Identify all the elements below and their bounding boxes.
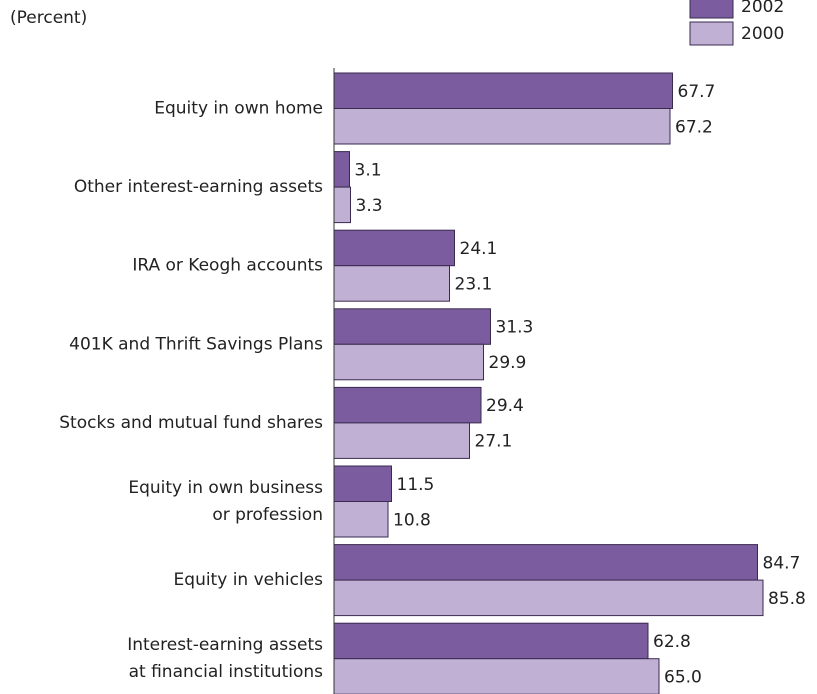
bar [333,265,450,302]
value-label: 31.3 [496,318,534,338]
bar [333,658,660,694]
chart-subtitle: (Percent) [10,8,87,28]
value-label: 27.1 [475,432,513,452]
value-label: 29.9 [489,353,527,373]
y-tick-label: IRA or Keogh accounts [132,256,323,276]
bar [333,229,455,267]
bar [333,151,350,188]
value-label: 23.1 [455,274,493,294]
bar [333,579,764,617]
bar [333,465,392,502]
y-tick-label: Equity in own business or profession [128,478,323,525]
value-label: 62.8 [653,632,691,652]
legend-label: 2000 [741,24,784,44]
bar [333,422,470,459]
value-label: 85.8 [768,589,806,609]
value-label: 84.7 [763,553,801,573]
value-label: 24.1 [460,239,498,259]
value-label: 67.2 [675,117,713,137]
bar [333,186,351,224]
value-label: 11.5 [397,475,435,495]
value-label: 3.1 [355,160,382,180]
bar [333,308,491,345]
bar [333,501,389,538]
value-label: 65.0 [664,667,702,687]
y-tick-label: Stocks and mutual fund shares [59,413,323,433]
bar [333,343,484,381]
bar [333,386,482,424]
y-tick-label: 401K and Thrift Savings Plans [69,334,323,354]
value-label: 67.7 [678,82,716,102]
y-tick-label: Equity in own home [154,99,323,119]
y-tick-label: Equity in vehicles [174,570,324,590]
legend-label: 2002 [741,0,784,17]
bar [333,108,671,145]
value-label: 29.4 [486,396,524,416]
legend-swatch [689,21,734,46]
y-tick-label: Interest-earning assets at financial inst… [127,635,323,682]
value-label: 10.8 [393,510,431,530]
bar [333,72,673,109]
bar [333,622,649,660]
value-label: 3.3 [356,196,383,216]
bar [333,544,758,581]
y-tick-label: Other interest-earning assets [74,177,323,197]
legend-swatch [689,0,734,19]
